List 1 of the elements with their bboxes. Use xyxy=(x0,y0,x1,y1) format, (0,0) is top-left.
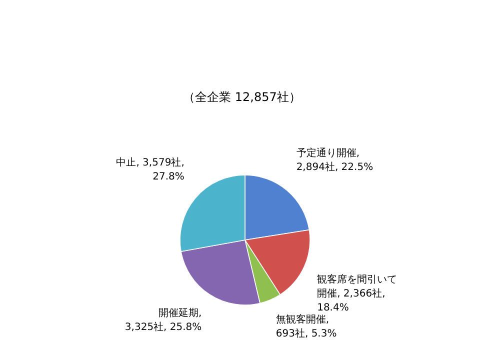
chart-title: （全企業 12,857社） xyxy=(183,90,301,104)
